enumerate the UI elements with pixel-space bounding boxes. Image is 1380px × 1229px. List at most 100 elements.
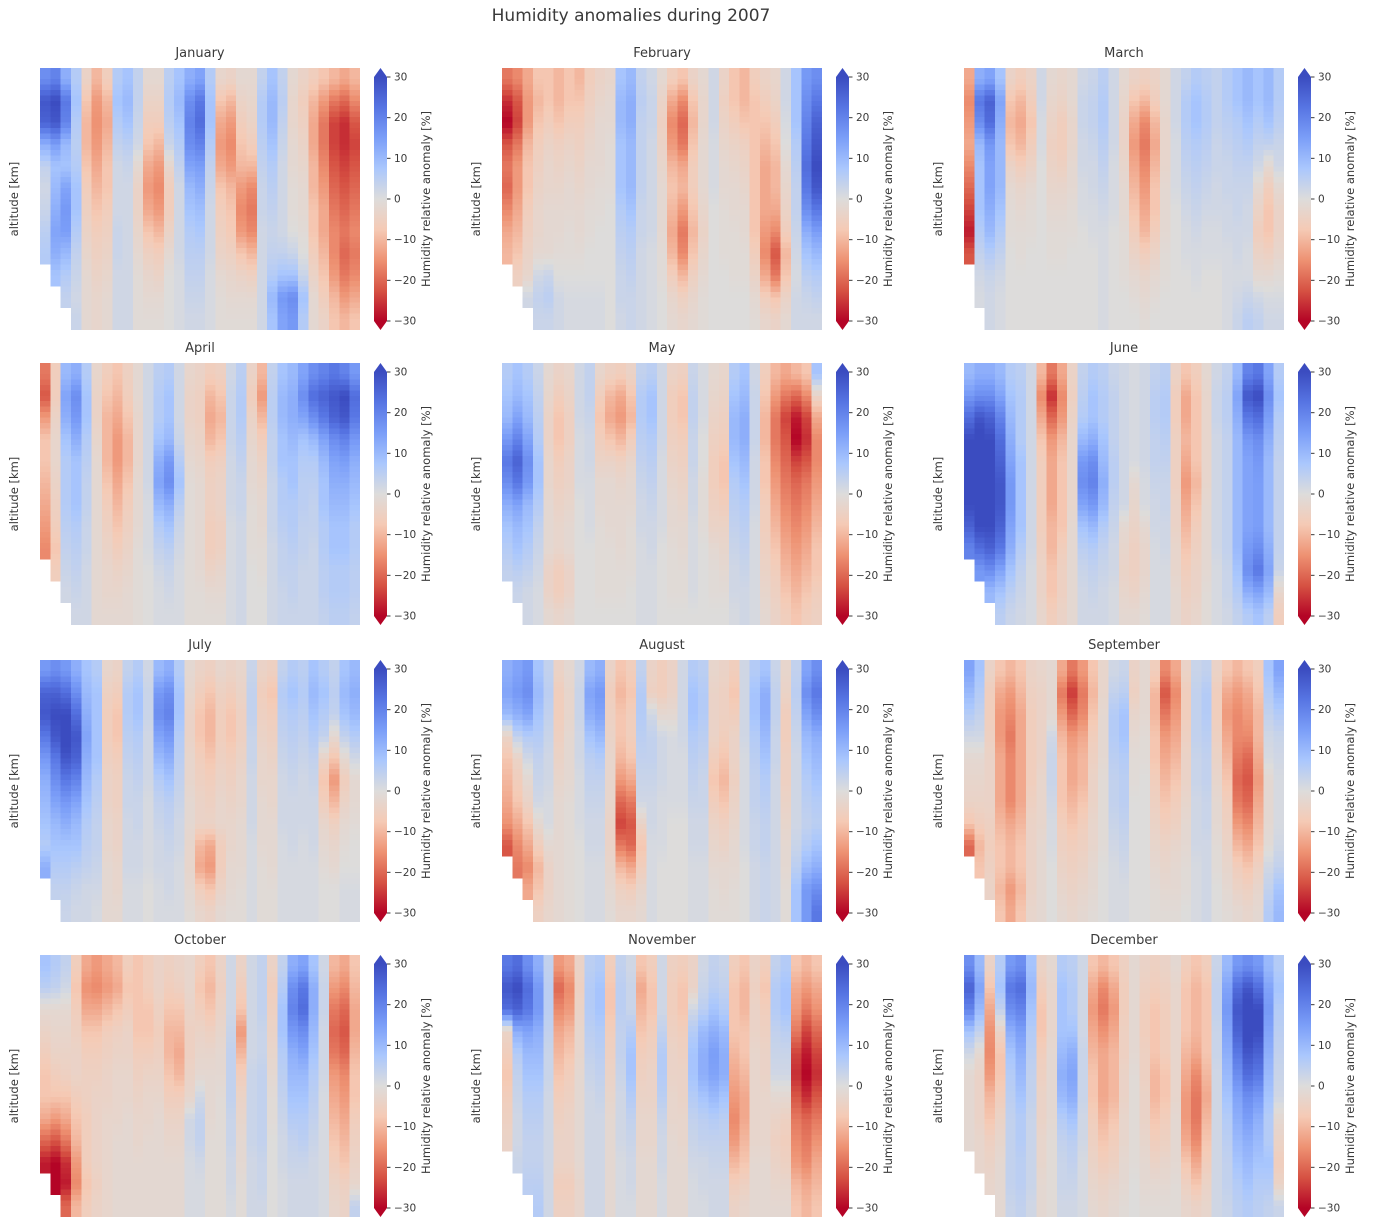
subplot-title: June bbox=[1109, 341, 1139, 356]
colorbar-tick-label: −20 bbox=[394, 275, 416, 287]
colorbar-tick-label: 30 bbox=[856, 959, 869, 971]
colorbar-tick-label: 30 bbox=[394, 664, 407, 676]
colorbar-tick-label: 10 bbox=[394, 448, 407, 460]
altitude-axis-label: altitude [km] bbox=[7, 456, 21, 532]
colorbar-tick-label: 30 bbox=[856, 72, 869, 84]
heatmap-canvas bbox=[40, 363, 360, 625]
colorbar-tick-label: 10 bbox=[1318, 1040, 1331, 1052]
colorbar-extend-arrow-down bbox=[374, 616, 387, 625]
colorbar-label: Humidity relative anomaly [%] bbox=[1343, 703, 1357, 879]
colorbar-extend-arrow-down bbox=[836, 1208, 849, 1217]
colorbar-label: Humidity relative anomaly [%] bbox=[419, 406, 433, 582]
colorbar-tick-label: −30 bbox=[856, 316, 878, 328]
colorbar-tick-label: −20 bbox=[394, 867, 416, 879]
colorbar-tick-label: 10 bbox=[394, 745, 407, 757]
colorbar-tick-label: −10 bbox=[1318, 529, 1340, 541]
subplot-april: April altitude [km] 30 20 10 0 −10 −20 −30 Humidi… bbox=[7, 341, 490, 625]
heatmap-canvas bbox=[40, 955, 360, 1217]
colorbar-tick-label: 20 bbox=[394, 407, 407, 419]
heatmap-canvas bbox=[964, 660, 1284, 922]
colorbar-extend-arrow-up bbox=[836, 68, 849, 77]
subplot-december: December altitude [km] 30 20 10 0 −10 −20 −30 Hum… bbox=[931, 933, 1380, 1217]
altitude-axis-label: altitude [km] bbox=[931, 1048, 945, 1124]
colorbar-tick-label: 0 bbox=[394, 194, 401, 206]
colorbar: 30 20 10 0 −10 −20 −30 Humidity relative anomal… bbox=[1298, 68, 1357, 330]
colorbar-tick-label: −10 bbox=[1318, 234, 1340, 246]
colorbar-tick-label: 20 bbox=[1318, 407, 1331, 419]
colorbar-tick-label: −30 bbox=[1318, 908, 1340, 920]
colorbar-tick-label: −20 bbox=[856, 570, 878, 582]
colorbar-tick-label: −20 bbox=[1318, 570, 1340, 582]
colorbar-tick-label: 30 bbox=[394, 367, 407, 379]
heatmap-canvas bbox=[964, 68, 1284, 330]
heatmap-canvas bbox=[502, 660, 822, 922]
colorbar-tick-label: −30 bbox=[856, 908, 878, 920]
colorbar-tick-label: 30 bbox=[1318, 664, 1331, 676]
colorbar-tick-label: 20 bbox=[394, 999, 407, 1011]
subplot-title: February bbox=[633, 46, 691, 61]
colorbar-extend-arrow-up bbox=[836, 660, 849, 669]
colorbar-tick-label: −10 bbox=[856, 529, 878, 541]
altitude-axis-label: altitude [km] bbox=[469, 161, 483, 237]
subplot-november: November altitude [km] 30 20 10 0 −10 −20 −30 Hum… bbox=[469, 933, 952, 1217]
subplot-february: February altitude [km] 30 20 10 0 −10 −20 −30 Hum… bbox=[469, 46, 952, 330]
colorbar-tick-label: 0 bbox=[1318, 489, 1325, 501]
colorbar-extend-arrow-down bbox=[374, 1208, 387, 1217]
colorbar-tick-label: 20 bbox=[394, 704, 407, 716]
colorbar-tick-label: −10 bbox=[856, 826, 878, 838]
colorbar-gradient-bar bbox=[374, 77, 387, 321]
colorbar-tick-label: 20 bbox=[856, 112, 869, 124]
colorbar-tick-label: 10 bbox=[1318, 153, 1331, 165]
colorbar-tick-label: 10 bbox=[394, 1040, 407, 1052]
colorbar-tick-label: −30 bbox=[1318, 316, 1340, 328]
heatmap-canvas bbox=[502, 955, 822, 1217]
altitude-axis-label: altitude [km] bbox=[931, 456, 945, 532]
altitude-axis-label: altitude [km] bbox=[7, 1048, 21, 1124]
colorbar-tick-label: −20 bbox=[856, 275, 878, 287]
subplot-january: January altitude [km] 30 20 10 0 −10 −20 −30 Humi… bbox=[7, 46, 490, 330]
colorbar: 30 20 10 0 −10 −20 −30 Humidity relative anomal… bbox=[1298, 660, 1357, 922]
colorbar-tick-label: −20 bbox=[394, 570, 416, 582]
colorbar-tick-label: 20 bbox=[394, 112, 407, 124]
altitude-axis-label: altitude [km] bbox=[931, 161, 945, 237]
colorbar-tick-label: 20 bbox=[1318, 999, 1331, 1011]
altitude-axis-label: altitude [km] bbox=[469, 456, 483, 532]
colorbar-tick-label: 0 bbox=[1318, 194, 1325, 206]
colorbar-tick-label: 0 bbox=[856, 489, 863, 501]
colorbar-tick-label: 0 bbox=[1318, 1081, 1325, 1093]
colorbar-tick-label: 10 bbox=[856, 1040, 869, 1052]
colorbar-tick-label: 0 bbox=[856, 1081, 863, 1093]
colorbar-tick-label: −10 bbox=[1318, 826, 1340, 838]
colorbar-label: Humidity relative anomaly [%] bbox=[881, 111, 895, 287]
colorbar: 30 20 10 0 −10 −20 −30 Humidity relative anomal… bbox=[374, 955, 433, 1217]
colorbar-extend-arrow-up bbox=[374, 955, 387, 964]
colorbar-label: Humidity relative anomaly [%] bbox=[1343, 111, 1357, 287]
figure-title: Humidity anomalies during 2007 bbox=[491, 6, 771, 26]
colorbar-tick-label: 10 bbox=[1318, 448, 1331, 460]
colorbar-tick-label: 10 bbox=[1318, 745, 1331, 757]
colorbar-extend-arrow-down bbox=[374, 321, 387, 330]
colorbar-extend-arrow-down bbox=[836, 616, 849, 625]
subplot-title: May bbox=[648, 341, 676, 356]
colorbar-tick-label: 30 bbox=[1318, 959, 1331, 971]
colorbar: 30 20 10 0 −10 −20 −30 Humidity relative anomal… bbox=[1298, 363, 1357, 625]
heatmap-canvas bbox=[964, 955, 1284, 1217]
colorbar-tick-label: −20 bbox=[856, 1162, 878, 1174]
colorbar-label: Humidity relative anomaly [%] bbox=[1343, 998, 1357, 1174]
colorbar-extend-arrow-up bbox=[1298, 363, 1311, 372]
heatmap-canvas bbox=[502, 68, 822, 330]
colorbar-extend-arrow-up bbox=[374, 363, 387, 372]
colorbar: 30 20 10 0 −10 −20 −30 Humidity relative anomal… bbox=[1298, 955, 1357, 1217]
subplot-title: August bbox=[639, 638, 685, 653]
colorbar-tick-label: 30 bbox=[394, 959, 407, 971]
colorbar-tick-label: 20 bbox=[856, 999, 869, 1011]
altitude-axis-label: altitude [km] bbox=[931, 753, 945, 829]
colorbar-tick-label: 10 bbox=[394, 153, 407, 165]
heatmap-canvas bbox=[502, 363, 822, 625]
colorbar-tick-label: 10 bbox=[856, 448, 869, 460]
colorbar: 30 20 10 0 −10 −20 −30 Humidity relative anomal… bbox=[374, 660, 433, 922]
colorbar-tick-label: 20 bbox=[856, 407, 869, 419]
altitude-axis-label: altitude [km] bbox=[469, 753, 483, 829]
colorbar-gradient-bar bbox=[836, 669, 849, 913]
